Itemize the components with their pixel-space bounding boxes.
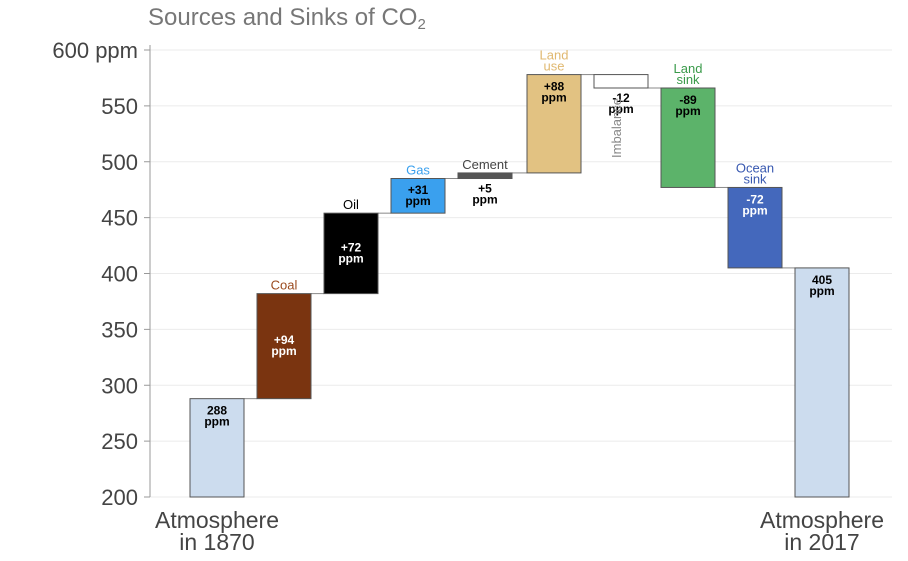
bar-value-label: 405 — [812, 273, 832, 287]
y-tick-label: 500 — [101, 150, 138, 175]
y-tick-label: 600 ppm — [52, 38, 138, 63]
bar-value-label: ppm — [742, 203, 767, 217]
bar-value-label: ppm — [204, 415, 229, 429]
y-tick-label: 350 — [101, 317, 138, 342]
bar-value-label: -12 — [612, 91, 630, 105]
y-tick-label: 550 — [101, 94, 138, 119]
y-tick-label: 300 — [101, 373, 138, 398]
bar-coal — [256, 293, 312, 400]
bar-value-label: +94 — [274, 333, 295, 347]
bar-landuse — [526, 74, 582, 174]
bar-value-label: 288 — [207, 404, 227, 418]
chart-title-text: Sources and Sinks of CO — [148, 4, 418, 31]
bar-value-label: ppm — [809, 284, 834, 298]
chart-title-subscript: 2 — [417, 16, 426, 33]
y-tick-label: 400 — [101, 262, 138, 287]
bar-value-label: ppm — [608, 102, 633, 116]
bar-category-label: Ocean — [736, 160, 774, 175]
bar-value-label: ppm — [271, 344, 296, 358]
bar-value-label: +88 — [544, 80, 565, 94]
bar-category-label: use — [544, 59, 565, 74]
bar-atm2017 — [794, 267, 850, 498]
x-label-start: in 1870 — [179, 529, 254, 555]
bar-value-label: +5 — [478, 182, 492, 196]
bar-category-label: Gas — [406, 163, 430, 178]
x-label-end: in 2017 — [784, 529, 859, 555]
imbalance-label: Imbalance — [609, 98, 624, 158]
bar-value-label: +72 — [341, 240, 362, 254]
bar-category-label: sink — [743, 171, 767, 186]
bar-category-label: Coal — [271, 278, 298, 293]
bar-category-label: Cement — [462, 157, 508, 172]
bar-oil — [323, 212, 379, 295]
bar-atm1870 — [189, 398, 245, 498]
bar-value-label: -89 — [679, 93, 697, 107]
bar-gas — [390, 178, 446, 214]
x-label-start: Atmosphere — [155, 507, 279, 533]
bar-value-label: ppm — [338, 251, 363, 265]
y-tick-label: 250 — [101, 429, 138, 454]
bar-oceansink — [727, 186, 783, 269]
chart-title: Sources and Sinks of CO2 — [148, 4, 426, 33]
bar-value-label: ppm — [405, 194, 430, 208]
bar-value-label: ppm — [675, 104, 700, 118]
bar-category-label: Oil — [343, 197, 359, 212]
bar-landsink — [660, 87, 716, 188]
bar-value-label: ppm — [541, 91, 566, 105]
y-tick-label: 450 — [101, 206, 138, 231]
bar-imbalance — [593, 74, 649, 89]
x-label-end: Atmosphere — [760, 507, 884, 533]
bar-category-label: Land — [674, 61, 703, 76]
bar-cement — [457, 172, 513, 180]
y-tick-label: 200 — [101, 485, 138, 510]
bar-category-label: sink — [676, 72, 700, 87]
bar-value-label: +31 — [408, 183, 429, 197]
bar-category-label: Land — [540, 48, 569, 63]
bar-value-label: ppm — [472, 193, 497, 207]
bar-value-label: -72 — [746, 192, 764, 206]
